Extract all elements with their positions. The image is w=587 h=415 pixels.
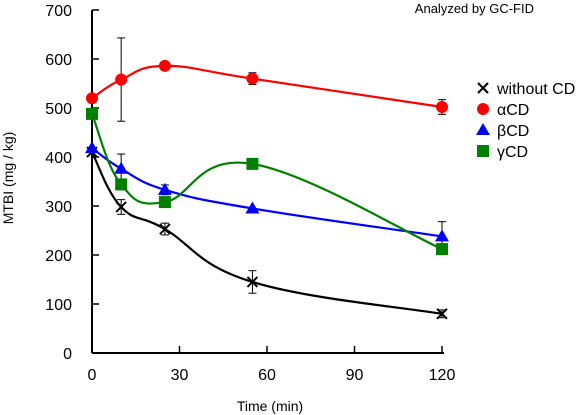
- series-line: [91, 147, 443, 238]
- data-point: [245, 201, 260, 214]
- y-tick-label: 300: [45, 199, 72, 216]
- data-point: [158, 59, 171, 72]
- y-tick-label: 600: [45, 52, 72, 69]
- y-tick-label: 0: [63, 346, 72, 363]
- x-tick-label: 90: [346, 367, 364, 384]
- legend-entry: γCD: [477, 144, 528, 161]
- legend-label: βCD: [497, 123, 529, 140]
- y-tick-label: 700: [45, 3, 72, 20]
- data-point: [157, 182, 172, 195]
- y-tick-label: 400: [45, 150, 72, 167]
- series-line: [90, 113, 443, 251]
- data-point: [436, 308, 448, 320]
- series-line: [91, 151, 443, 315]
- legend-marker: [476, 123, 490, 135]
- x-tick-label: 60: [258, 367, 276, 384]
- data-point: [115, 178, 128, 191]
- chart-legend: without CD αCD βCD γCD: [476, 81, 575, 161]
- legend-marker: [477, 145, 489, 157]
- y-tick-label: 200: [45, 248, 72, 265]
- legend-entry: αCD: [477, 102, 529, 119]
- y-tick-label: 100: [45, 297, 72, 314]
- data-point: [86, 107, 98, 120]
- data-point: [436, 243, 448, 256]
- data-point: [114, 161, 129, 174]
- series-circle: [86, 37, 448, 122]
- y-axis-label: MTBI (mg / kg): [0, 132, 16, 225]
- legend-label: without CD: [496, 81, 575, 98]
- legend-entry: βCD: [476, 123, 529, 140]
- series-triangle: [85, 141, 449, 252]
- data-point: [115, 73, 128, 86]
- data-point: [246, 276, 259, 288]
- data-point: [159, 223, 171, 235]
- chart-axes: 0 100 200 300 400 500 600 700 0 30 60 90 120: [45, 3, 455, 384]
- chart-annotation: Analyzed by GC-FID: [415, 1, 534, 16]
- data-point: [85, 141, 99, 154]
- series-square: [86, 107, 448, 256]
- x-tick-label: 120: [429, 367, 456, 384]
- series-x: [86, 146, 448, 320]
- legend-marker: [477, 82, 489, 94]
- x-tick-label: 0: [88, 367, 97, 384]
- data-point: [115, 201, 127, 213]
- data-point: [436, 101, 448, 114]
- legend-label: γCD: [497, 144, 528, 161]
- legend-label: αCD: [497, 102, 529, 119]
- chart-series: [85, 37, 449, 320]
- data-point: [158, 196, 171, 209]
- x-axis-label: Time (min): [237, 398, 303, 414]
- series-line: [91, 64, 443, 109]
- legend-marker: [477, 103, 489, 115]
- data-point: [86, 92, 98, 105]
- data-point: [246, 157, 259, 170]
- y-tick-label: 500: [45, 101, 72, 118]
- x-tick-label: 30: [171, 367, 189, 384]
- data-point: [435, 229, 449, 242]
- legend-entry: without CD: [477, 81, 575, 98]
- data-point: [246, 72, 259, 85]
